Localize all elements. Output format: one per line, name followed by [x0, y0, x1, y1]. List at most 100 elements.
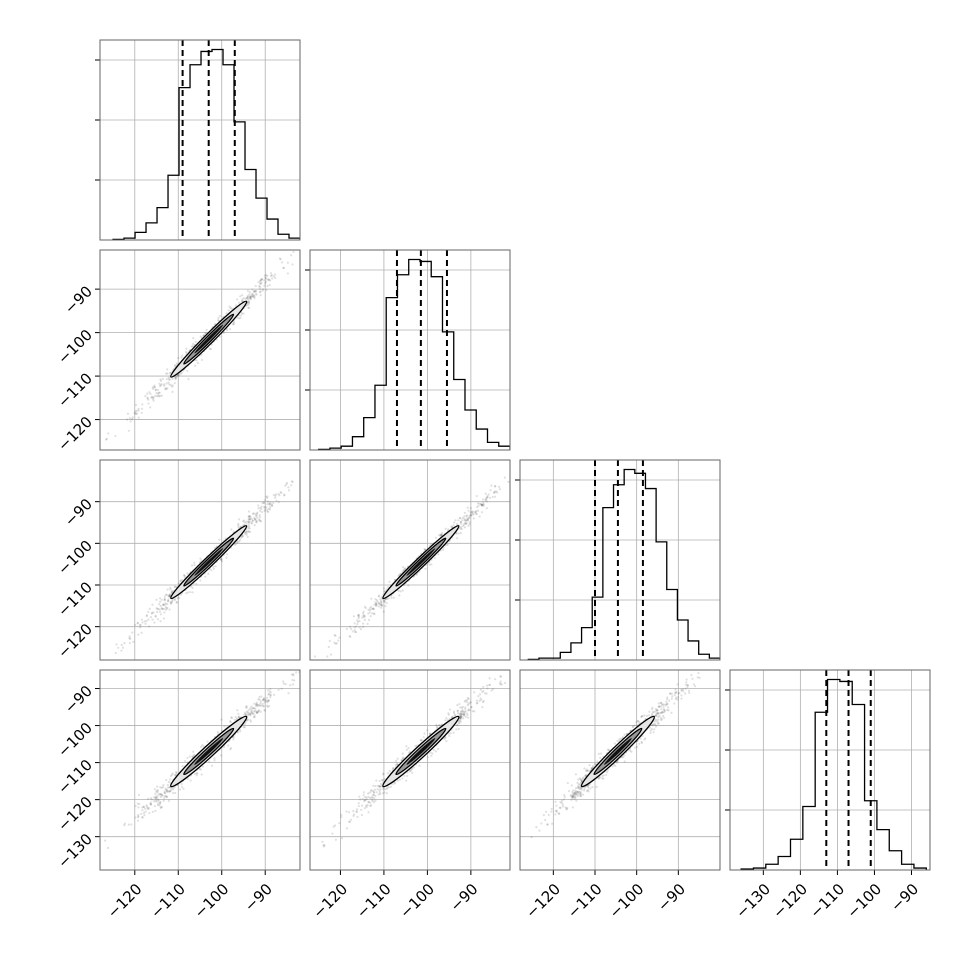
sample-point-2-1-345	[380, 603, 384, 607]
sample-point-3-0-503	[265, 704, 269, 707]
sample-point-1-0-649	[263, 284, 266, 287]
sample-point-2-1-565	[476, 505, 479, 509]
sample-point-3-2-354	[657, 711, 660, 715]
sample-point-3-1-84	[405, 748, 409, 751]
sample-point-3-1-454	[461, 710, 464, 713]
sample-point-3-1-99	[459, 716, 462, 720]
x-tick-label-3-0: −130	[732, 880, 774, 922]
sample-point-3-0-697	[148, 812, 151, 815]
sample-point-3-0-344	[154, 809, 157, 812]
sample-point-2-0-199	[245, 530, 248, 533]
sample-point-2-0-665	[173, 598, 177, 602]
sample-point-1-0-566	[259, 290, 262, 293]
sample-point-3-2-488	[663, 709, 667, 712]
sample-point-1-0-648	[157, 395, 161, 398]
sample-point-2-1-149	[470, 510, 473, 513]
sample-point-2-0-594	[241, 534, 244, 537]
sample-point-2-0-360	[180, 578, 183, 582]
sample-point-3-2-396	[618, 738, 621, 741]
sample-point-1-0-419	[154, 388, 157, 391]
sample-point-3-1-189	[459, 720, 463, 723]
sample-point-1-0-683	[105, 438, 108, 441]
sample-point-2-0-684	[190, 564, 194, 567]
sample-point-3-1-39	[371, 793, 375, 797]
sample-point-2-1-471	[498, 485, 501, 488]
sample-point-3-0-340	[245, 706, 248, 709]
sample-point-1-0-142	[176, 374, 179, 377]
sample-point-3-0-301	[266, 705, 269, 708]
sample-point-2-1-514	[368, 607, 371, 610]
sample-point-3-0-413	[255, 703, 258, 707]
sample-point-3-0-150	[127, 823, 131, 826]
sample-point-3-1-667	[477, 695, 480, 698]
sample-point-2-0-686	[169, 602, 172, 605]
sample-point-1-0-417	[180, 356, 183, 359]
sample-point-3-1-647	[340, 815, 343, 819]
sample-point-2-1-19	[313, 655, 317, 658]
sample-point-2-1-550	[463, 511, 467, 514]
sample-point-2-1-244	[460, 525, 463, 529]
sample-point-2-0-365	[173, 585, 176, 589]
sample-point-1-0-36	[137, 407, 140, 410]
sample-point-3-1-472	[464, 715, 468, 718]
sample-point-3-1-34	[365, 796, 368, 799]
scatter-panel-1-0: −120−110−100−90	[54, 249, 301, 455]
sample-point-2-0-597	[166, 606, 169, 609]
sample-point-3-0-6	[175, 771, 178, 774]
sample-point-3-2-114	[573, 795, 577, 799]
sample-point-2-0-226	[252, 512, 255, 515]
sample-point-1-0-472	[261, 288, 265, 291]
sample-point-2-1-153	[452, 524, 455, 527]
sample-point-2-1-273	[434, 536, 437, 539]
sample-point-3-0-307	[143, 807, 147, 810]
sample-point-1-0-411	[251, 292, 254, 295]
sample-point-2-0-581	[265, 495, 268, 498]
sample-point-2-1-460	[466, 519, 469, 522]
sample-point-3-0-436	[180, 785, 184, 788]
sample-point-3-2-374	[560, 801, 563, 804]
sample-point-3-1-188	[323, 844, 326, 847]
sample-point-2-0-219	[128, 641, 132, 645]
sample-point-1-0-189	[171, 385, 174, 388]
sample-point-2-1-23	[474, 511, 477, 514]
x-tick-label-1-0: −120	[309, 880, 351, 922]
sample-point-2-1-135	[485, 497, 488, 500]
sample-point-2-0-210	[170, 590, 174, 593]
sample-point-1-0-28	[164, 386, 168, 390]
sample-point-3-1-460	[456, 704, 459, 707]
sample-point-3-1-8	[458, 722, 461, 725]
sample-point-3-2-618	[654, 714, 657, 717]
sample-point-1-0-18	[196, 361, 199, 365]
sample-point-1-0-497	[149, 406, 152, 409]
sample-point-2-0-484	[137, 633, 140, 636]
sample-point-3-0-267	[154, 797, 157, 800]
sample-point-3-2-610	[657, 702, 660, 705]
sample-point-1-0-96	[146, 397, 149, 400]
sample-point-3-2-416	[580, 779, 583, 782]
sample-point-3-1-238	[406, 774, 409, 777]
sample-point-3-2-640	[554, 813, 557, 816]
sample-point-3-0-566	[255, 710, 258, 713]
sample-point-3-1-5	[366, 804, 369, 807]
sample-point-2-0-380	[226, 553, 229, 556]
sample-point-2-0-422	[164, 603, 167, 606]
sample-point-3-1-187	[485, 692, 488, 695]
sample-point-2-0-568	[161, 607, 164, 611]
sample-point-2-1-228	[467, 524, 470, 527]
sample-point-2-0-233	[145, 619, 148, 623]
sample-point-3-0-514	[259, 704, 262, 707]
sample-point-2-1-476	[459, 521, 462, 524]
sample-point-1-0-209	[271, 277, 274, 280]
sample-point-1-0-596	[274, 276, 277, 279]
sample-point-2-0-271	[182, 574, 186, 577]
sample-point-2-1-25	[363, 605, 366, 608]
sample-point-2-0-667	[274, 493, 278, 496]
sample-point-3-1-165	[429, 751, 432, 754]
sample-point-3-1-364	[438, 724, 441, 727]
sample-point-3-0-240	[149, 803, 153, 806]
sample-point-3-2-673	[606, 748, 609, 751]
sample-point-2-1-686	[403, 567, 407, 571]
sample-point-1-0-211	[245, 296, 248, 300]
sample-point-1-0-302	[150, 395, 153, 398]
sample-point-2-0-669	[169, 588, 172, 591]
